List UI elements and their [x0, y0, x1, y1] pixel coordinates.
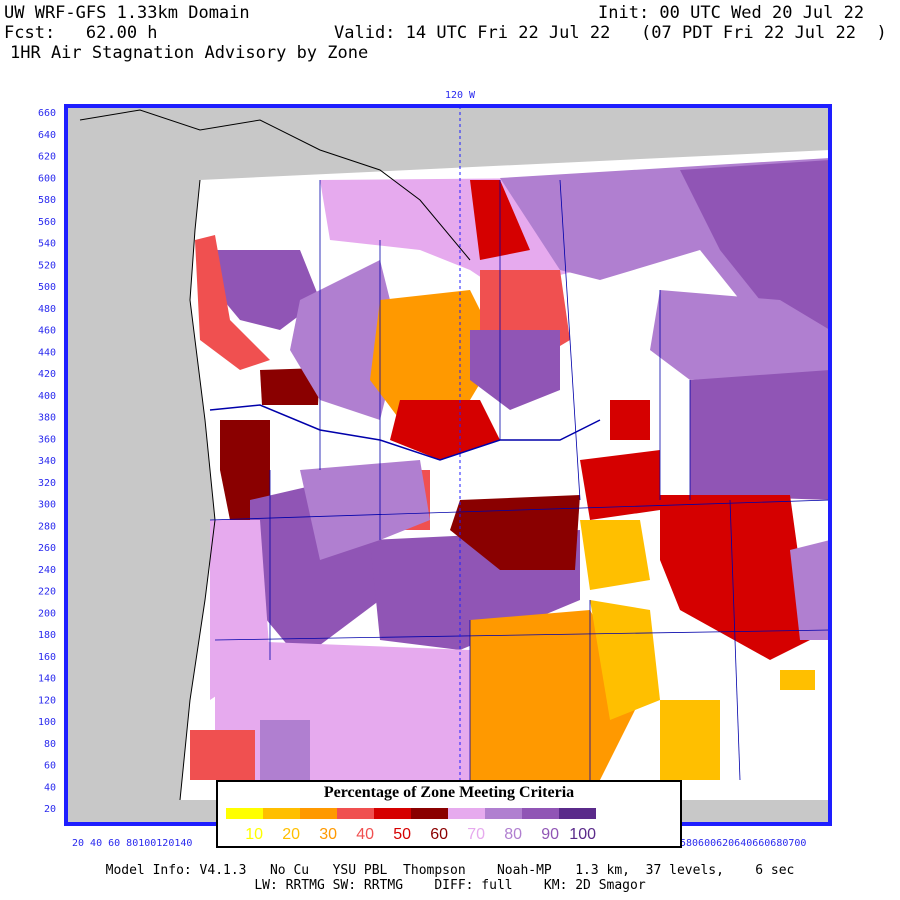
- y-tick-label: 20: [44, 804, 56, 815]
- legend-label: 30: [319, 826, 337, 843]
- y-tick-label: 300: [38, 500, 56, 511]
- y-tick-label: 360: [38, 434, 56, 445]
- legend-label: 70: [467, 826, 485, 843]
- y-tick-label: 600: [38, 173, 56, 184]
- y-tick-label: 640: [38, 130, 56, 141]
- y-tick-label: 340: [38, 456, 56, 467]
- legend-label: 10: [245, 826, 263, 843]
- valid-time: Valid: 14 UTC Fri 22 Jul 22 (07 PDT Fri …: [334, 23, 887, 43]
- legend-swatch: [337, 808, 374, 819]
- y-tick-label: 460: [38, 326, 56, 337]
- legend-swatch: [448, 808, 485, 819]
- y-tick-label: 120: [38, 695, 56, 706]
- y-tick-label: 500: [38, 282, 56, 293]
- coastline-west: [179, 179, 216, 801]
- legend-label: 50: [393, 826, 411, 843]
- legend-swatch: [263, 808, 300, 819]
- y-tick-label: 80: [44, 739, 56, 750]
- forecast-hour: Fcst: 62.00 h: [4, 23, 158, 43]
- y-tick-label: 220: [38, 587, 56, 598]
- legend-label: 90: [541, 826, 559, 843]
- legend-label: 40: [356, 826, 374, 843]
- legend-swatch: [522, 808, 559, 819]
- y-tick-label: 160: [38, 652, 56, 663]
- y-tick-label: 280: [38, 521, 56, 532]
- meridian-label: 120 W: [445, 90, 476, 101]
- legend-label: 100: [569, 826, 596, 843]
- y-tick-label: 180: [38, 630, 56, 641]
- y-tick-label: 60: [44, 761, 56, 772]
- coastline-north: [79, 109, 471, 261]
- legend-swatch: [485, 808, 522, 819]
- legend-title: Percentage of Zone Meeting Criteria: [323, 784, 575, 801]
- y-tick-label: 380: [38, 413, 56, 424]
- legend-swatch: [300, 808, 337, 819]
- columbia-river: [209, 404, 601, 461]
- y-tick-label: 440: [38, 347, 56, 358]
- map-field: [66, 106, 830, 824]
- y-tick-labels: 660 640 620 600 580 560 540 520 500 480 460 440 420 4…: [38, 108, 56, 815]
- legend-label: 60: [430, 826, 448, 843]
- y-tick-label: 480: [38, 304, 56, 315]
- y-tick-label: 620: [38, 152, 56, 163]
- x-tick-labels-left: 20 40 60 80100120140: [72, 838, 192, 849]
- physics-info: LW: RRTMG SW: RRTMG DIFF: full KM: 2D Sm…: [254, 878, 646, 893]
- y-tick-label: 400: [38, 391, 56, 402]
- legend-swatches: [226, 808, 596, 819]
- model-info: Model Info: V4.1.3 No Cu YSU PBL Thompso…: [105, 863, 795, 878]
- y-tick-label: 100: [38, 717, 56, 728]
- y-tick-label: 260: [38, 543, 56, 554]
- legend-labels: 10 20 30 40 50 60 70 80 90 100: [226, 826, 596, 844]
- legend-swatch: [374, 808, 411, 819]
- legend: Percentage of Zone Meeting Criteria 10 20…: [216, 780, 682, 848]
- y-tick-label: 200: [38, 608, 56, 619]
- y-tick-label: 140: [38, 674, 56, 685]
- zone-borders: [209, 179, 830, 781]
- y-tick-label: 540: [38, 239, 56, 250]
- product-title: 1HR Air Stagnation Advisory by Zone: [10, 43, 369, 63]
- y-tick-label: 560: [38, 217, 56, 228]
- y-tick-label: 580: [38, 195, 56, 206]
- legend-swatch: [559, 808, 596, 819]
- domain-title: UW WRF-GFS 1.33km Domain: [4, 3, 250, 23]
- y-tick-label: 420: [38, 369, 56, 380]
- legend-label: 20: [282, 826, 300, 843]
- zone-fills: [190, 158, 830, 780]
- y-tick-label: 320: [38, 478, 56, 489]
- y-tick-label: 660: [38, 108, 56, 119]
- legend-label: 80: [504, 826, 522, 843]
- y-tick-label: 240: [38, 565, 56, 576]
- y-tick-label: 520: [38, 260, 56, 271]
- y-tick-label: 40: [44, 782, 56, 793]
- legend-swatch: [226, 808, 263, 819]
- x-tick-labels-right: 580600620640660680700: [680, 838, 806, 849]
- legend-swatch: [411, 808, 448, 819]
- init-time: Init: 00 UTC Wed 20 Jul 22: [598, 3, 865, 23]
